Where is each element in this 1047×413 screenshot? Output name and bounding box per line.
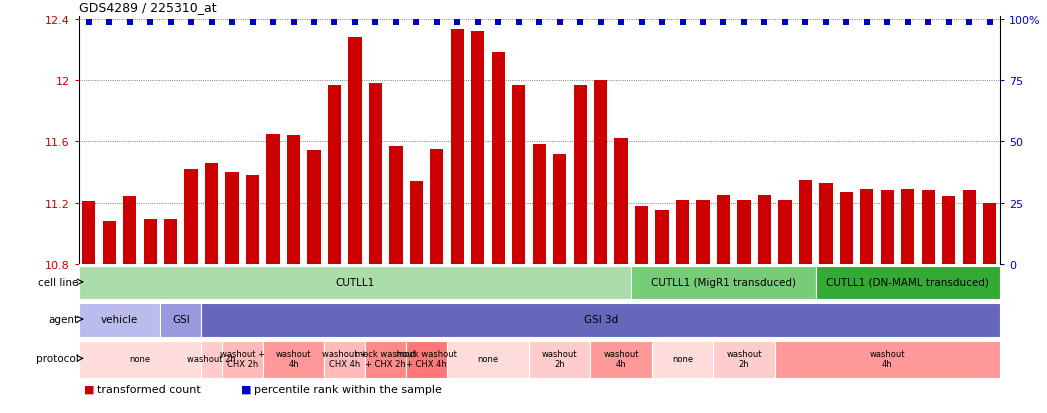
Bar	[201, 341, 222, 378]
Bar	[942, 197, 955, 264]
Text: washout 2h: washout 2h	[187, 354, 236, 363]
Bar	[160, 303, 201, 337]
Bar	[164, 220, 177, 264]
Bar	[778, 200, 792, 264]
Bar	[819, 183, 832, 264]
Text: vehicle: vehicle	[101, 314, 138, 324]
Bar	[591, 341, 652, 378]
Bar	[553, 154, 566, 264]
Text: none: none	[130, 354, 151, 363]
Bar	[369, 84, 382, 264]
Text: CUTLL1 (MigR1 transduced): CUTLL1 (MigR1 transduced)	[651, 277, 796, 287]
Bar	[82, 202, 95, 264]
Bar	[799, 180, 812, 264]
Text: washout
4h: washout 4h	[869, 349, 905, 368]
Text: washout +
CHX 4h: washout + CHX 4h	[322, 349, 367, 368]
Bar	[308, 151, 320, 264]
Bar	[533, 145, 545, 264]
Text: ■: ■	[84, 384, 94, 394]
Text: transformed count: transformed count	[97, 384, 201, 394]
Bar	[713, 341, 775, 378]
Bar	[287, 136, 300, 264]
Bar	[861, 190, 873, 264]
Bar	[143, 220, 157, 264]
Bar	[696, 200, 710, 264]
Bar	[184, 169, 198, 264]
Bar	[631, 266, 816, 300]
Bar	[594, 81, 607, 264]
Bar	[574, 85, 586, 264]
Text: mock washout
+ CHX 2h: mock washout + CHX 2h	[355, 349, 416, 368]
Text: washout +
CHX 2h: washout + CHX 2h	[220, 349, 265, 368]
Bar	[79, 303, 160, 337]
Text: ■: ■	[241, 384, 251, 394]
Bar	[840, 192, 853, 264]
Bar	[79, 266, 631, 300]
Bar	[246, 176, 260, 264]
Bar	[389, 147, 402, 264]
Text: protocol: protocol	[36, 354, 79, 363]
Text: washout
2h: washout 2h	[727, 349, 762, 368]
Bar	[737, 200, 751, 264]
Text: washout
4h: washout 4h	[275, 349, 311, 368]
Bar	[775, 341, 1000, 378]
Text: CUTLL1: CUTLL1	[335, 277, 375, 287]
Bar	[615, 139, 628, 264]
Bar	[881, 191, 894, 264]
Text: percentile rank within the sample: percentile rank within the sample	[254, 384, 442, 394]
Bar	[962, 191, 976, 264]
Bar	[717, 195, 730, 264]
Bar	[409, 182, 423, 264]
Bar	[225, 173, 239, 264]
Bar	[901, 190, 914, 264]
Text: washout
4h: washout 4h	[603, 349, 639, 368]
Text: CUTLL1 (DN-MAML transduced): CUTLL1 (DN-MAML transduced)	[826, 277, 989, 287]
Bar	[450, 30, 464, 264]
Text: washout
2h: washout 2h	[542, 349, 578, 368]
Bar	[816, 266, 1000, 300]
Bar	[512, 85, 526, 264]
Text: GDS4289 / 225310_at: GDS4289 / 225310_at	[79, 1, 216, 14]
Bar	[983, 203, 997, 264]
Bar	[263, 341, 325, 378]
Bar	[676, 200, 689, 264]
Text: GSI: GSI	[172, 314, 190, 324]
Bar	[201, 303, 1000, 337]
Text: cell line: cell line	[38, 277, 79, 287]
Bar	[205, 164, 218, 264]
Bar	[222, 341, 263, 378]
Bar	[365, 341, 406, 378]
Bar	[406, 341, 447, 378]
Bar	[328, 85, 341, 264]
Bar	[634, 206, 648, 264]
Text: mock washout
+ CHX 4h: mock washout + CHX 4h	[396, 349, 458, 368]
Bar	[266, 134, 280, 264]
Bar	[921, 191, 935, 264]
Bar	[471, 32, 485, 264]
Bar	[103, 221, 116, 264]
Bar	[325, 341, 365, 378]
Bar	[758, 195, 771, 264]
Bar	[652, 341, 713, 378]
Bar	[529, 341, 591, 378]
Text: none: none	[672, 354, 693, 363]
Bar	[430, 150, 444, 264]
Bar	[655, 211, 669, 264]
Bar	[79, 341, 201, 378]
Text: agent: agent	[48, 314, 79, 324]
Text: GSI 3d: GSI 3d	[583, 314, 618, 324]
Text: none: none	[477, 354, 498, 363]
Bar	[492, 53, 505, 264]
Bar	[447, 341, 529, 378]
Bar	[349, 38, 361, 264]
Bar	[124, 197, 136, 264]
